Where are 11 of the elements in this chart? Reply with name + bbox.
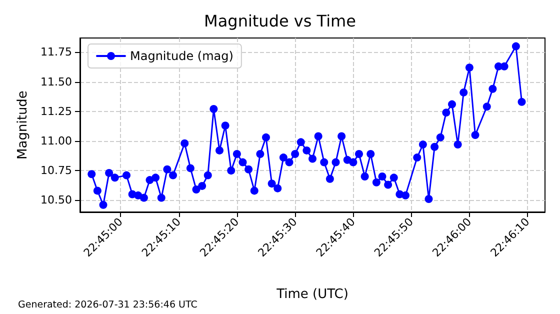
y-tick-label: 11.25 [40,104,72,118]
y-tick-label: 11.50 [40,75,72,88]
y-tick-label: 11.00 [40,134,72,148]
y-tick-label: 10.50 [40,194,72,207]
y-axis-title: Magnitude [16,90,31,160]
chart-title: Magnitude vs Time [204,12,356,30]
y-tick-label: 10.75 [40,164,72,178]
y-tick-label: 11.75 [40,46,72,59]
x-axis-title: Time (UTC) [276,287,348,302]
text: Generated: 2026-07-31 23:56:46 UTC [18,300,198,310]
legend-label: Magnitude (mag) [130,49,234,63]
